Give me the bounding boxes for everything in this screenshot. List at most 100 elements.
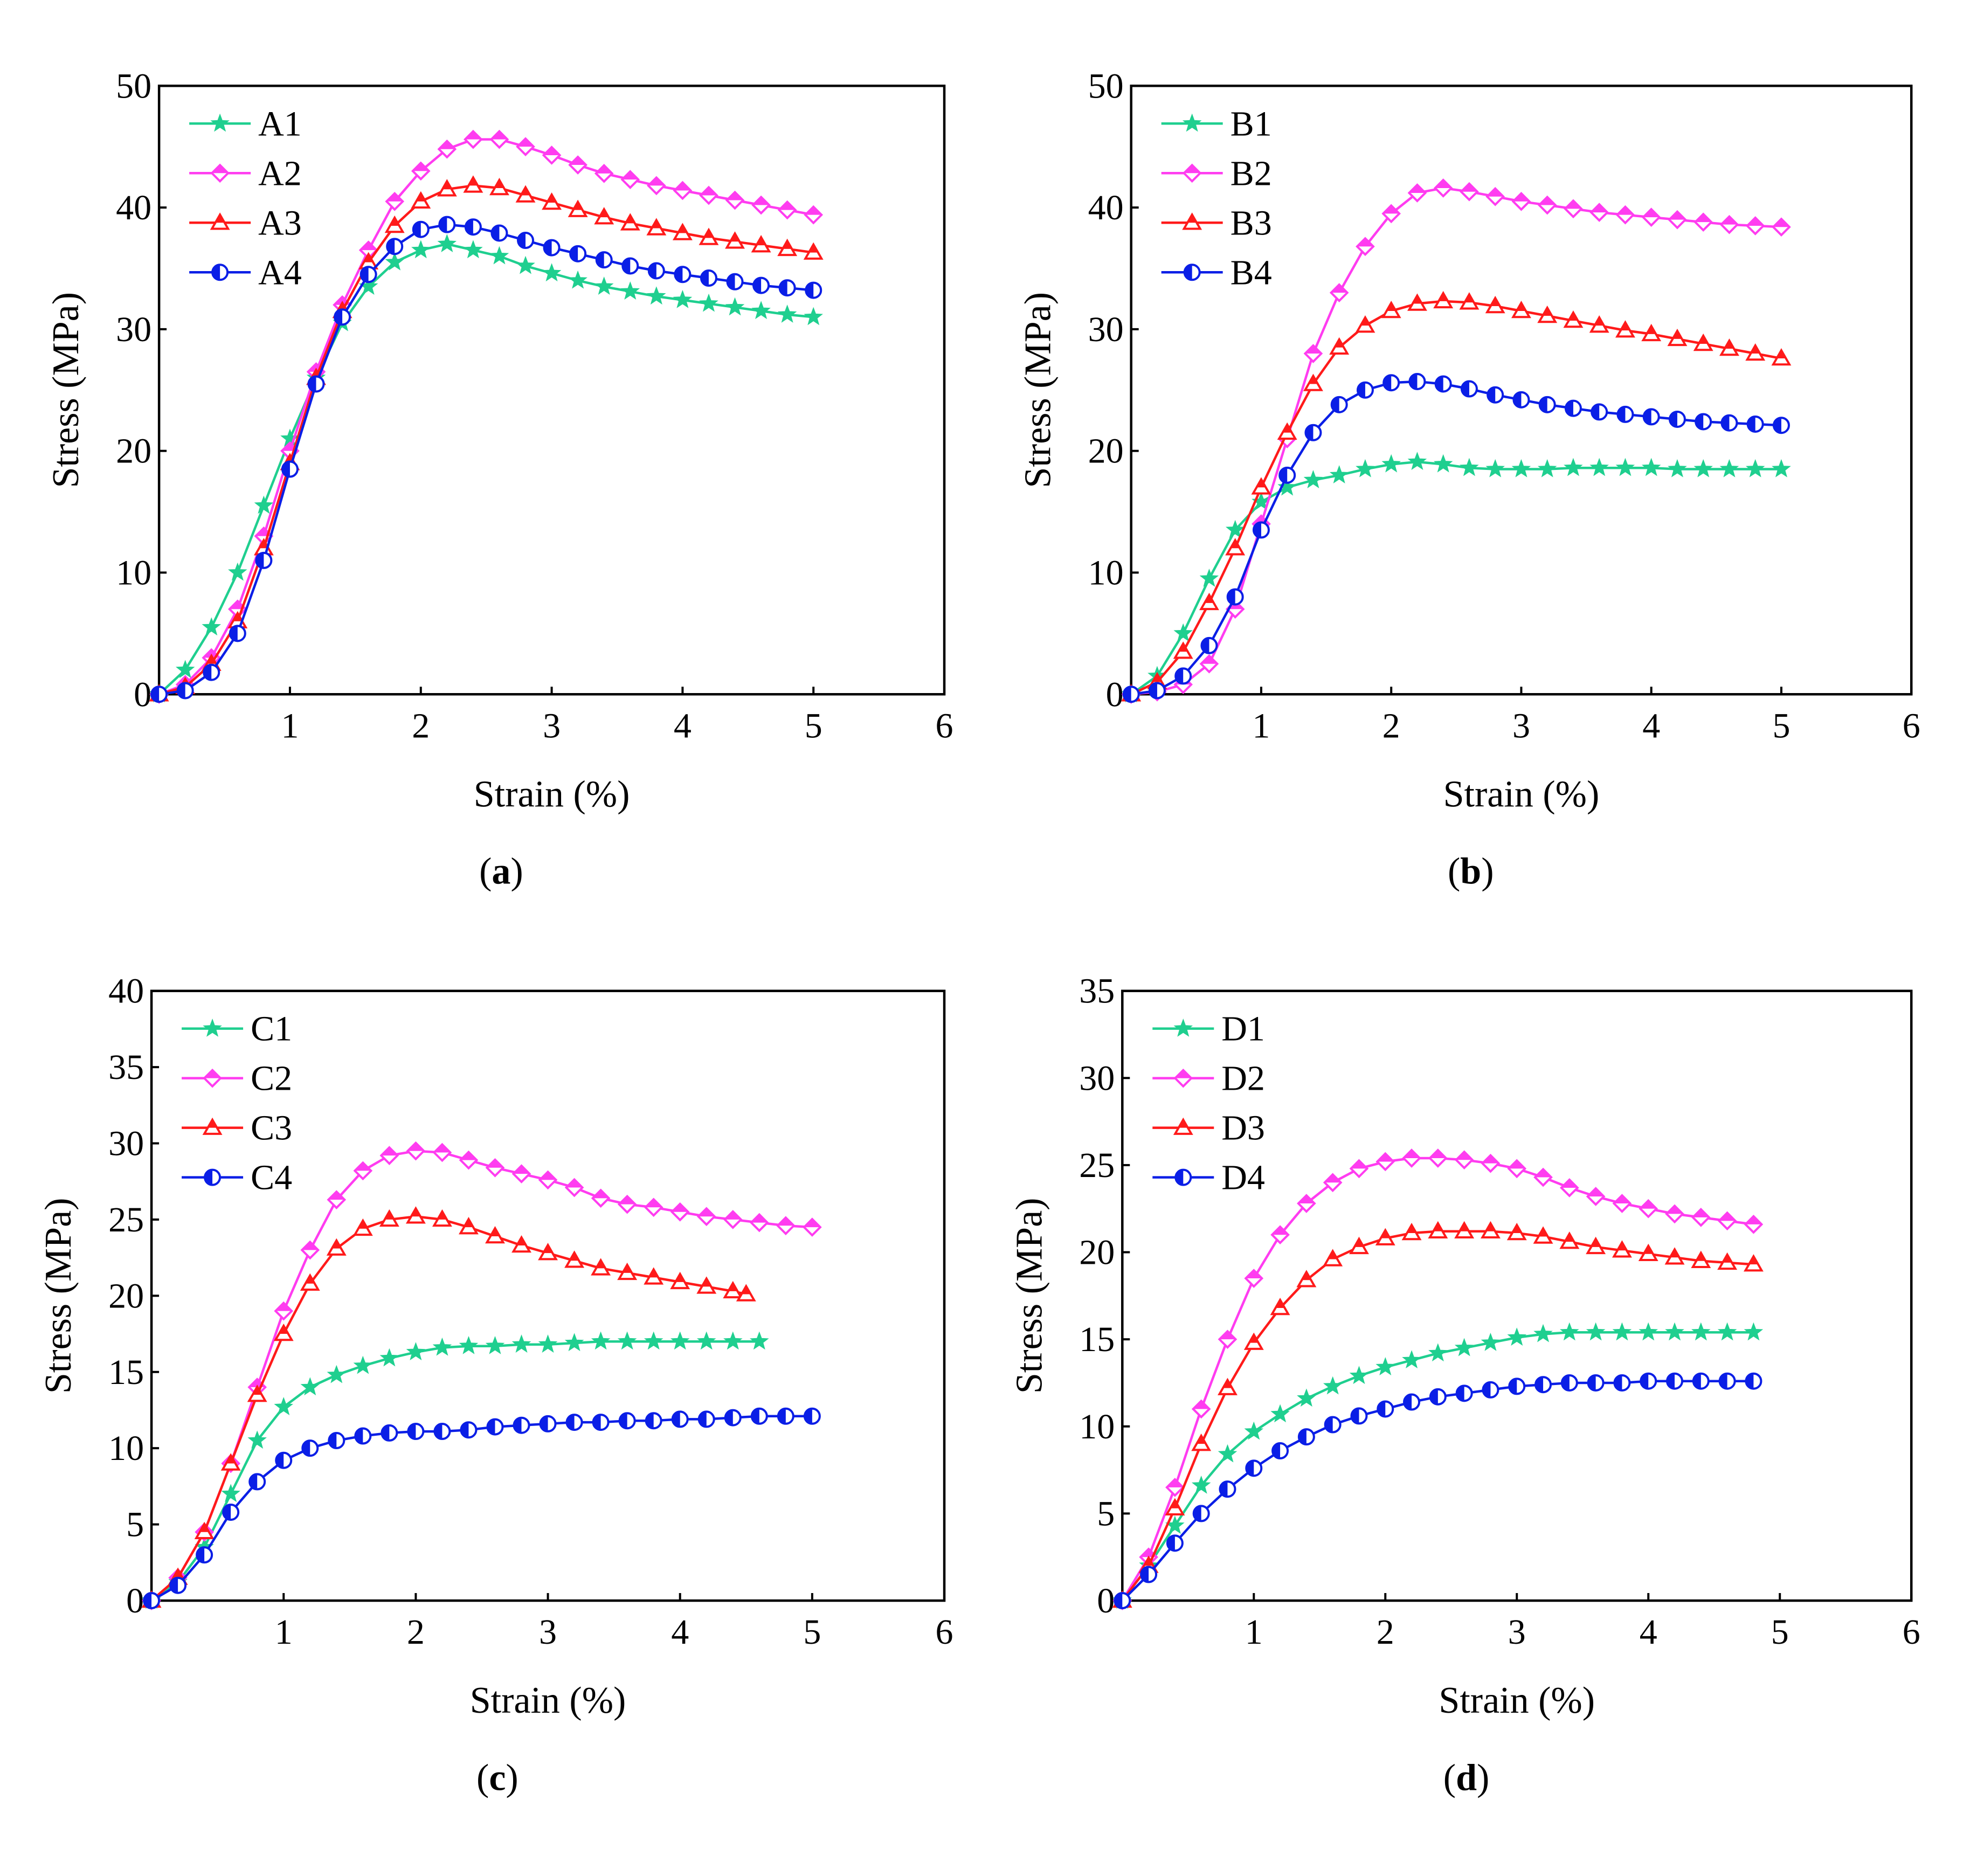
data-point [538, 1170, 558, 1190]
data-point [1511, 459, 1531, 477]
x-tick-label: 3 [1508, 1612, 1526, 1652]
data-point [777, 200, 797, 220]
legend-marker [211, 264, 229, 281]
data-point [1771, 348, 1792, 366]
data-point [1719, 459, 1739, 477]
data-point [1638, 1243, 1658, 1262]
data-point [516, 137, 535, 157]
data-point [1349, 1236, 1369, 1255]
data-point [1304, 424, 1322, 441]
data-point [1277, 477, 1297, 496]
data-point [1270, 1297, 1290, 1316]
legend-marker [202, 1117, 223, 1135]
data-point [723, 1331, 743, 1350]
x-tick-label: 1 [275, 1612, 293, 1652]
data-point [1717, 1252, 1738, 1270]
y-tick-label: 30 [1079, 1058, 1115, 1098]
data-point [1433, 178, 1453, 198]
data-point [697, 1410, 715, 1428]
data-point [1746, 415, 1764, 433]
data-point [1693, 333, 1713, 351]
data-point [1454, 1150, 1474, 1170]
data-point [273, 1324, 294, 1341]
data-point [1615, 320, 1635, 338]
data-point [517, 232, 535, 250]
y-tick-label: 20 [108, 1276, 144, 1316]
legend-label: B4 [1231, 253, 1272, 292]
data-point [803, 1407, 821, 1425]
data-point [516, 255, 535, 274]
data-point [647, 286, 666, 305]
data-point [1666, 1372, 1684, 1390]
data-point [672, 223, 693, 240]
data-point [464, 218, 482, 236]
data-point [1695, 413, 1712, 431]
data-point [591, 1258, 611, 1276]
data-point [1560, 1374, 1578, 1392]
x-tick-label: 2 [1382, 706, 1400, 745]
data-point [1691, 1250, 1711, 1268]
data-point [433, 1423, 451, 1441]
data-point [300, 1240, 320, 1260]
data-point [594, 276, 614, 295]
y-tick-label: 25 [1079, 1146, 1115, 1185]
data-point [1507, 1159, 1527, 1179]
y-tick-label: 30 [1088, 310, 1124, 349]
data-point [568, 270, 587, 289]
legend-marker [210, 113, 230, 132]
data-point [1508, 1377, 1526, 1395]
series-C3 [141, 1206, 756, 1608]
data-point [1564, 199, 1583, 219]
data-point [169, 1576, 187, 1594]
data-point [1454, 1338, 1474, 1356]
data-point [751, 301, 771, 320]
legend-label: B1 [1231, 104, 1272, 143]
data-point [1586, 1187, 1606, 1206]
data-point [1297, 1428, 1315, 1446]
data-point [222, 1503, 240, 1521]
data-point [647, 262, 665, 280]
series-line [1121, 1380, 1754, 1602]
series-line [150, 1340, 759, 1602]
data-point [1668, 210, 1687, 230]
legend: B1 B2 B3 B4 [1161, 104, 1272, 292]
data-point [803, 1217, 822, 1237]
data-point [1381, 204, 1401, 224]
data-point [569, 245, 587, 262]
data-point [281, 460, 299, 478]
data-point [1459, 292, 1480, 310]
data-point [805, 281, 822, 299]
data-point [247, 1430, 267, 1449]
data-point [539, 1415, 557, 1432]
y-tick-label: 5 [1097, 1494, 1115, 1533]
data-point [1218, 1444, 1238, 1463]
data-point [513, 1416, 530, 1434]
data-point [674, 266, 692, 283]
data-point [670, 1331, 690, 1350]
data-point [699, 227, 719, 245]
data-point [724, 1409, 742, 1427]
y-tick-label: 0 [1106, 675, 1124, 714]
data-point [1772, 417, 1790, 434]
data-point [1692, 1372, 1710, 1390]
data-point [538, 1334, 558, 1353]
data-point [301, 1439, 319, 1457]
data-point [1200, 636, 1218, 654]
series-C4 [143, 1407, 821, 1610]
data-point [1381, 300, 1401, 319]
data-point [621, 257, 639, 275]
data-point [1251, 477, 1271, 495]
data-point [723, 1210, 743, 1229]
data-point [564, 1178, 584, 1197]
y-axis-title: Stress (MPa) [38, 1198, 79, 1394]
data-point [538, 1243, 558, 1261]
y-tick-label: 20 [1079, 1233, 1115, 1272]
data-point [1560, 1322, 1579, 1341]
y-tick-label: 15 [1079, 1320, 1115, 1359]
data-point [300, 1273, 320, 1291]
data-point [1244, 1421, 1264, 1440]
data-point [1720, 414, 1738, 432]
data-point [485, 1226, 505, 1244]
data-point [670, 1202, 690, 1222]
data-point [228, 562, 247, 581]
